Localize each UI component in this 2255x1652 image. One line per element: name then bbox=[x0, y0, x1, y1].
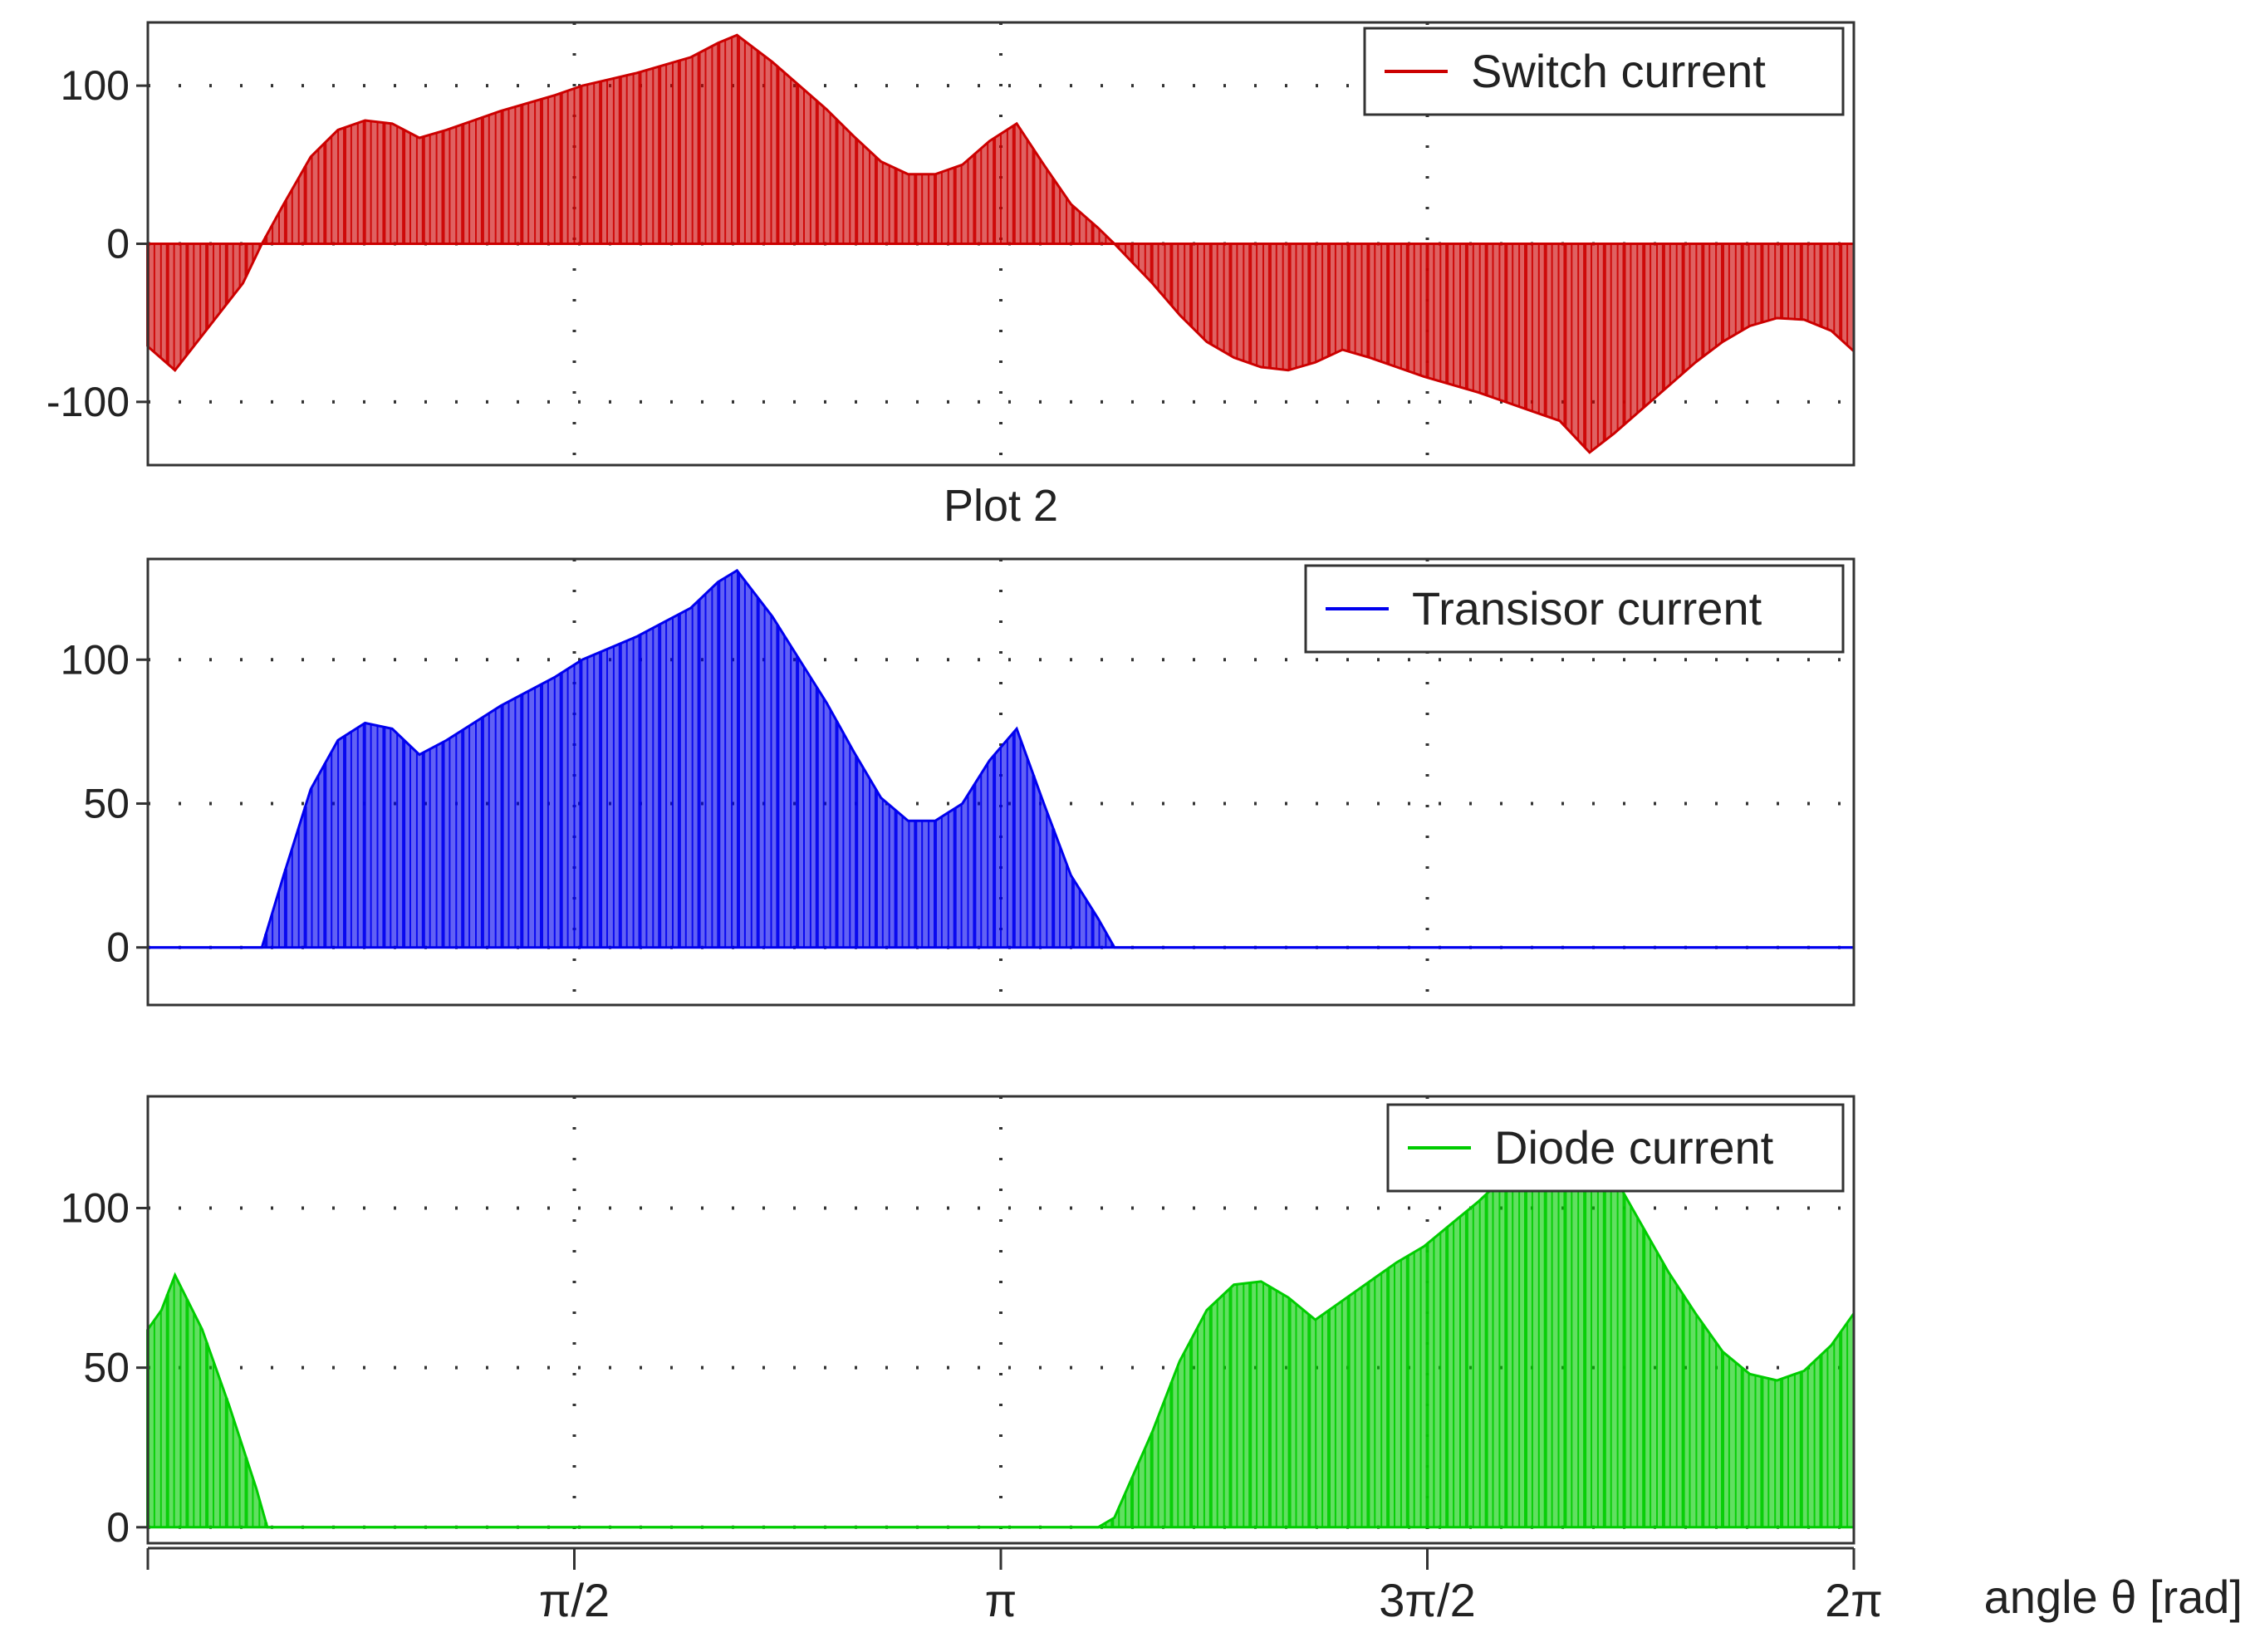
x-tick-label: 2π bbox=[1825, 1574, 1883, 1626]
y-tick-label: 50 bbox=[83, 780, 130, 826]
series-hatching-1 bbox=[264, 571, 1115, 948]
x-axis-label: angle θ [rad] bbox=[1984, 1571, 2243, 1623]
y-tick-label: 100 bbox=[61, 636, 130, 683]
x-tick-label: π bbox=[985, 1574, 1017, 1626]
legend-label: Diode current bbox=[1494, 1121, 1774, 1174]
y-tick-label: 100 bbox=[61, 1185, 130, 1232]
y-tick-label: 0 bbox=[106, 221, 130, 267]
chart-panel-1: 100 0 -100 Switch current bbox=[47, 21, 1855, 467]
series-hatching-1 bbox=[146, 36, 1855, 452]
series-hatching-1 bbox=[146, 1176, 1855, 1527]
legend: Diode current bbox=[1386, 1103, 1845, 1193]
chart-panels: 100 0 -100 Switch current 100 50 0 Plot 2 Transi… bbox=[47, 21, 1855, 1551]
legend-label: Switch current bbox=[1471, 45, 1766, 97]
y-tick-label: 0 bbox=[106, 1504, 130, 1551]
chart-panel-3: 100 50 0 Diode current bbox=[61, 1095, 1855, 1551]
plot-frame bbox=[146, 1095, 1855, 1545]
y-tick-label: 100 bbox=[61, 62, 130, 109]
legend: Switch current bbox=[1363, 27, 1845, 116]
chart-title: Plot 2 bbox=[944, 481, 1058, 531]
legend-box bbox=[1304, 564, 1845, 654]
x-axis: π/2 π 3π/2 2π bbox=[146, 1547, 1883, 1626]
x-tick-label: π/2 bbox=[539, 1574, 610, 1626]
legend-label: Transisor current bbox=[1412, 582, 1762, 635]
plot-frame bbox=[146, 557, 1855, 1007]
y-tick-label: 50 bbox=[83, 1345, 130, 1391]
legend: Transisor current bbox=[1304, 564, 1845, 654]
chart-panel-2: 100 50 0 Plot 2 Transisor current bbox=[61, 481, 1855, 1007]
x-tick-label: 3π/2 bbox=[1379, 1574, 1475, 1626]
series-line-1 bbox=[147, 33, 1855, 454]
y-tick-label: 0 bbox=[106, 924, 130, 971]
y-tick-label: -100 bbox=[47, 379, 130, 425]
series-line-1 bbox=[148, 568, 1854, 949]
